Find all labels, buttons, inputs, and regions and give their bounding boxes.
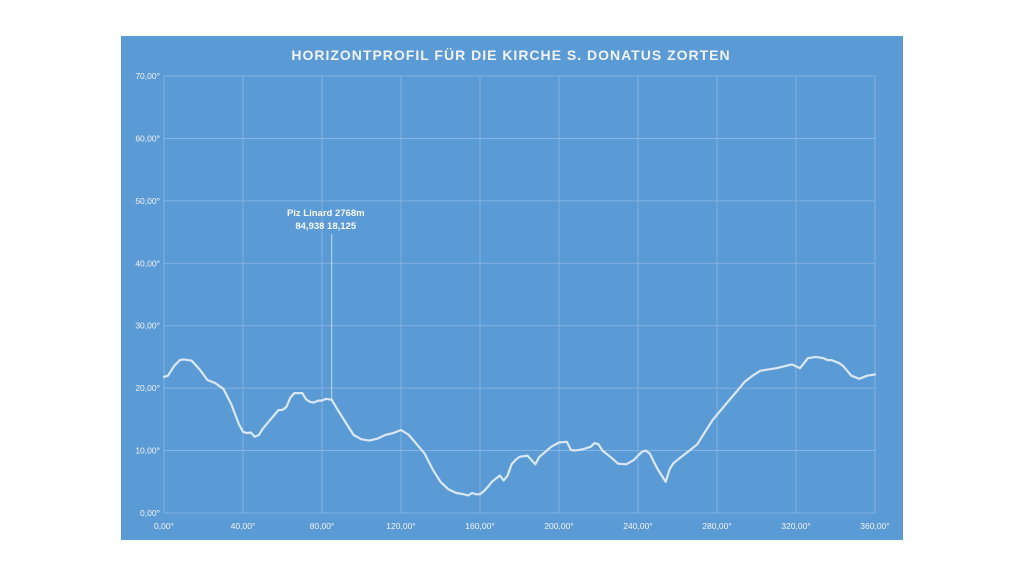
x-tick-label: 160,00° <box>465 521 494 531</box>
y-tick-label: 50,00° <box>135 196 160 206</box>
y-tick-label: 40,00° <box>135 258 160 268</box>
annotation-label: Piz Linard 2768m <box>287 208 365 219</box>
y-tick-label: 0,00° <box>140 508 160 518</box>
horizon-profile-line <box>162 355 877 497</box>
x-tick-label: 320,00° <box>781 521 810 531</box>
x-tick-label: 120,00° <box>386 521 415 531</box>
annotation-layer: Piz Linard 2768m 84,938 18,125 <box>287 208 365 400</box>
x-tick-label: 360,00° <box>860 521 889 531</box>
y-tick-label: 60,00° <box>135 133 160 143</box>
gridlines <box>163 75 876 514</box>
x-tick-label: 240,00° <box>623 521 652 531</box>
x-tick-label: 80,00° <box>310 521 335 531</box>
horizon-profile-chart: HORIZONTPROFIL FÜR DIE KIRCHE S. DONATUS… <box>135 47 889 531</box>
x-tick-label: 200,00° <box>544 521 573 531</box>
chart-area: HORIZONTPROFIL FÜR DIE KIRCHE S. DONATUS… <box>121 36 903 540</box>
x-tick-label: 40,00° <box>231 521 256 531</box>
annotation-value: 84,938 18,125 <box>295 221 356 232</box>
tick-labels: 0,00° 10,00° 20,00° 30,00° 40,00° 50,00° 60,00… <box>135 71 889 531</box>
series-layer <box>162 355 877 497</box>
x-tick-label: 0,00° <box>154 521 174 531</box>
y-tick-label: 10,00° <box>135 446 160 456</box>
x-tick-label: 280,00° <box>702 521 731 531</box>
chart-title: HORIZONTPROFIL FÜR DIE KIRCHE S. DONATUS… <box>291 47 730 63</box>
y-tick-label: 20,00° <box>135 383 160 393</box>
y-tick-label: 70,00° <box>135 71 160 81</box>
y-tick-label: 30,00° <box>135 321 160 331</box>
